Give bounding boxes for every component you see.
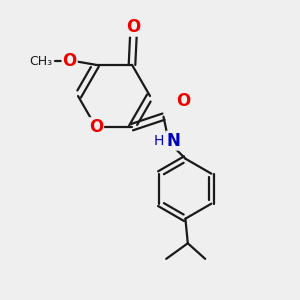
Text: O: O: [62, 52, 77, 70]
Text: O: O: [89, 118, 103, 136]
Text: O: O: [126, 18, 141, 36]
Text: H: H: [154, 134, 164, 148]
Text: N: N: [167, 132, 180, 150]
Text: CH₃: CH₃: [29, 55, 53, 68]
Text: O: O: [176, 92, 190, 110]
